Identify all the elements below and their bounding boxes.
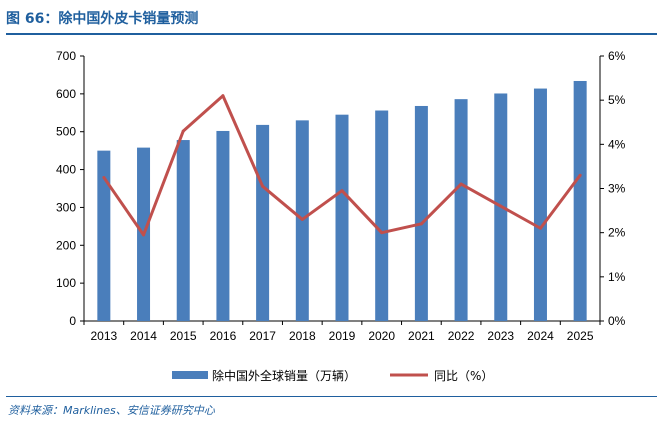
growth-point	[142, 233, 146, 237]
y-right-tick-label: 3%	[608, 182, 626, 196]
legend-bar-swatch	[172, 371, 208, 379]
y-left-tick-label: 500	[56, 125, 76, 139]
x-tick-label: 2025	[567, 329, 594, 343]
growth-point	[499, 204, 503, 208]
y-right-tick-label: 5%	[608, 93, 626, 107]
legend-line-label: 同比（%）	[434, 369, 493, 383]
x-tick-label: 2022	[448, 329, 475, 343]
y-left-tick-label: 600	[56, 87, 76, 101]
growth-point	[538, 226, 542, 230]
bar	[573, 80, 587, 321]
bar	[375, 110, 389, 321]
growth-point	[340, 189, 344, 193]
x-tick-label: 2015	[170, 329, 197, 343]
growth-point	[459, 182, 463, 186]
x-tick-label: 2017	[249, 329, 276, 343]
bar	[454, 99, 468, 322]
growth-point	[578, 173, 582, 177]
y-left-tick-label: 400	[56, 163, 76, 177]
x-tick-label: 2024	[527, 329, 554, 343]
x-tick-label: 2023	[487, 329, 514, 343]
x-tick-label: 2013	[90, 329, 117, 343]
y-right-tick-label: 2%	[608, 226, 626, 240]
y-right-tick-label: 4%	[608, 137, 626, 151]
growth-point	[300, 217, 304, 221]
x-tick-label: 2016	[210, 329, 237, 343]
growth-point	[261, 184, 265, 188]
y-left-tick-label: 0	[69, 314, 76, 328]
legend: 除中国外全球销量（万辆） 同比（%）	[172, 368, 493, 383]
source-note: 资料来源：Marklines、安信证券研究中心	[8, 404, 215, 417]
y-right-tick-label: 1%	[608, 270, 626, 284]
growth-point	[380, 231, 384, 235]
title-divider	[6, 33, 657, 35]
legend-bar-label: 除中国外全球销量（万辆）	[212, 368, 356, 383]
x-tick-label: 2021	[408, 329, 435, 343]
growth-point	[102, 175, 106, 179]
growth-point	[419, 222, 423, 226]
growth-point	[181, 129, 185, 133]
bar	[97, 150, 111, 321]
y-left-tick-label: 100	[56, 276, 76, 290]
bar	[335, 114, 349, 321]
line-series	[102, 94, 582, 237]
bar-series	[97, 80, 587, 322]
bar	[256, 124, 270, 322]
x-tick-label: 2020	[368, 329, 395, 343]
y-left-tick-label: 200	[56, 238, 76, 252]
y-left-tick-label: 700	[56, 49, 76, 63]
x-tick-label: 2018	[289, 329, 316, 343]
bar	[216, 130, 230, 321]
bar	[414, 105, 428, 321]
growth-point	[221, 94, 225, 98]
source-divider	[6, 396, 657, 397]
y-left-tick-label: 300	[56, 200, 76, 214]
bar	[176, 140, 190, 321]
figure-title: 图 66：除中国外皮卡销量预测	[6, 11, 199, 27]
y-right-tick-label: 0%	[608, 314, 626, 328]
y-right-tick-label: 6%	[608, 49, 626, 63]
x-tick-label: 2019	[329, 329, 356, 343]
bar	[533, 88, 547, 321]
tick-labels: 0 100 200 300 400 500 600 700 0% 1% 2% 3% 4% 5% 6% 2013…	[56, 49, 626, 343]
x-tick-label: 2014	[130, 329, 157, 343]
